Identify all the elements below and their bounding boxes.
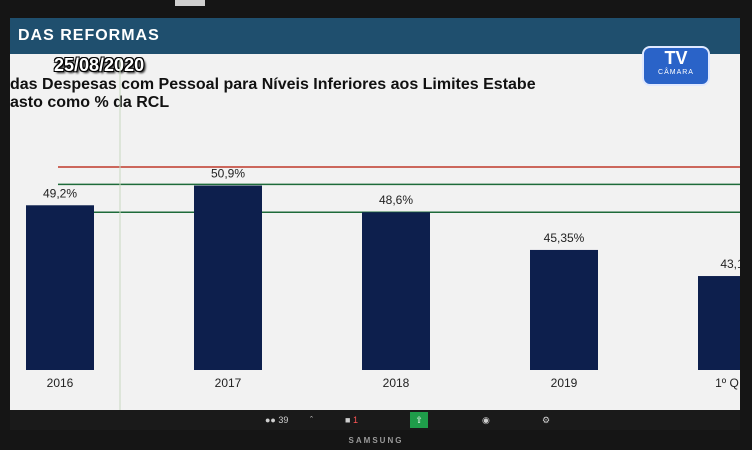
data-label-2018: 48,6%: [379, 193, 413, 207]
data-label-2016: 49,2%: [43, 186, 77, 200]
chat-button[interactable]: ■ 1: [345, 412, 358, 428]
tick-label-2016: 2016: [47, 376, 74, 390]
chat-icon: ■: [345, 415, 351, 425]
record-icon[interactable]: ◉: [482, 415, 490, 425]
chart-title: das Despesas com Pessoal para Níveis Inf…: [10, 76, 536, 93]
bar-2017: [194, 185, 262, 370]
data-label-2017: 50,9%: [211, 167, 245, 181]
bar-2018: [362, 212, 430, 370]
chat-badge: 1: [352, 415, 358, 425]
bar-2016: [26, 205, 94, 370]
camera-bar: [175, 0, 205, 6]
tv-camara-logo: TV CÂMARA: [642, 46, 710, 86]
participants-icon: ●●: [265, 415, 276, 425]
logo-sub-text: CÂMARA: [658, 69, 694, 76]
presentation-screen: DAS REFORMAS 25/08/2020 TV CÂMARA das De…: [10, 18, 740, 410]
participants-count: 39: [278, 415, 289, 425]
bar-1º Q 2: [698, 276, 740, 370]
date-overlay: 25/08/2020: [54, 55, 145, 75]
chevron-up-icon[interactable]: ˆ: [310, 415, 313, 425]
header-bar: DAS REFORMAS: [10, 18, 740, 54]
tick-label-1º Q 2: 1º Q 2: [715, 376, 740, 390]
chart-subtitle: asto como % da RCL: [10, 94, 170, 111]
settings-icon[interactable]: ⚙: [542, 415, 551, 425]
data-label-1º Q 2: 43,1: [720, 257, 740, 271]
share-screen-icon[interactable]: ⇧: [410, 412, 428, 428]
meeting-toolbar: ●● 39 ˆ ■ 1 ⇧ ◉ ⚙: [10, 410, 740, 430]
tick-label-2019: 2019: [551, 376, 578, 390]
data-label-2019: 45,35%: [544, 231, 585, 245]
participants-button[interactable]: ●● 39: [265, 412, 288, 428]
tick-label-2017: 2017: [215, 376, 242, 390]
header-title: DAS REFORMAS: [18, 27, 160, 44]
monitor-brand: SAMSUNG: [348, 436, 404, 445]
tick-label-2018: 2018: [383, 376, 410, 390]
bar-chart: 49,2% 2016 50,9% 2017 48,6% 2018 45,35% 2019 43,…: [26, 58, 740, 410]
bar-2019: [530, 249, 598, 370]
logo-main-text: TV: [664, 48, 688, 68]
